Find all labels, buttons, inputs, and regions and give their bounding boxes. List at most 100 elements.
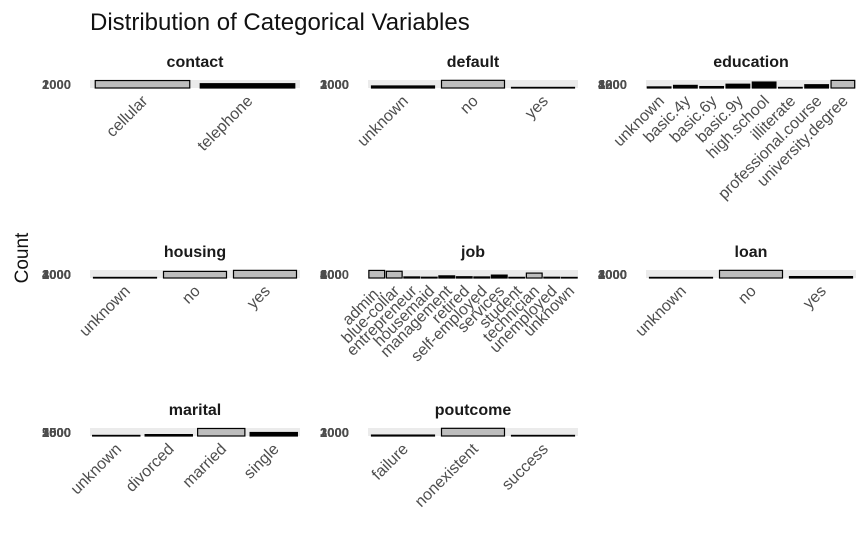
bar-poutcome-success [510,434,576,437]
facet-title-education: education [713,54,789,71]
y-tick-label: 3000 [598,267,627,282]
bar-job-retired [455,276,473,279]
bar-default-no [440,79,506,89]
bar-housing-no [162,270,228,279]
x-tick-label: no [457,93,482,118]
y-tick-label: 1200 [598,77,627,92]
y-tick-label: 1000 [42,267,71,282]
facet-title-contact: contact [167,54,225,71]
y-tick-label: 800 [598,77,620,92]
chart-title: Distribution of Categorical Variables [90,9,470,36]
bar-loan-unknown [648,276,714,279]
bar-job-blue-collar [385,270,403,279]
y-tick-label: 1000 [320,77,349,92]
facet-title-housing: housing [164,244,226,261]
y-tick-label: 1000 [598,267,627,282]
bar-education-professional.course [804,84,830,89]
y-tick-label: 600 [320,267,342,282]
x-tick-label: unknown [68,441,125,498]
x-tick-label: married [180,441,230,491]
bar-education-high.school [751,81,777,89]
bar-default-unknown [370,85,436,89]
x-tick-label: unknown [355,93,412,150]
y-tick-label: 800 [320,267,342,282]
bar-marital-divorced [144,434,193,437]
facet-title-poutcome: poutcome [435,402,512,419]
bar-contact-cellular [94,79,191,89]
y-tick-label: 200 [320,267,342,282]
bar-marital-unknown [92,434,141,437]
bar-education-basic.6y [699,85,725,89]
y-tick-label: 1000 [42,425,71,440]
x-tick-label: nonexistent [412,440,482,510]
x-tick-label: yes [800,283,830,313]
y-tick-label: 3000 [320,77,349,92]
bar-job-services [490,274,508,279]
facet-education: education40080012001600unknownbasic.4yba… [598,54,856,203]
bar-poutcome-nonexistent [440,427,506,437]
y-axis-label: Count [12,232,33,283]
facet-title-job: job [460,244,485,261]
panel-grid [90,428,300,436]
y-tick-label: 2000 [598,267,627,282]
bar-education-university.degree [830,79,856,89]
bar-marital-married [197,427,246,437]
y-tick-label: 2000 [320,425,349,440]
y-tick-label: 1500 [42,425,71,440]
bar-education-basic.9y [725,83,751,89]
bar-job-housemaid [420,276,438,279]
bar-education-unknown [646,86,672,89]
y-tick-label: 2000 [320,77,349,92]
x-tick-label: no [179,283,204,308]
bar-loan-yes [788,275,854,279]
bar-housing-yes [232,269,298,279]
bar-job-unemployed [543,276,561,279]
x-tick-label: success [499,441,552,494]
facet-title-default: default [447,54,500,71]
y-tick-label: 2000 [42,267,71,282]
bar-loan-no [718,269,784,279]
x-tick-label: unknown [633,283,690,340]
y-tick-label: 400 [320,267,342,282]
x-tick-label: unknown [77,283,134,340]
y-tick-label: 4000 [598,267,627,282]
x-tick-label: telephone [195,93,257,155]
y-tick-label: 1000 [320,267,349,282]
x-tick-label: single [241,441,283,483]
facet-marital: marital 5001000150020002500unknowndivorce… [42,402,300,498]
y-tick-label: 1600 [598,77,627,92]
bar-job-admin. [368,269,386,279]
x-tick-label: no [735,283,760,308]
bar-poutcome-failure [370,434,436,437]
facet-job: job2004006008001000admin.blue-collarentr… [320,244,578,365]
y-tick-label: 1000 [320,425,349,440]
y-tick-label: 500 [42,425,64,440]
y-tick-label: 400 [598,77,620,92]
bar-marital-single [249,431,298,437]
x-tick-label: cellular [103,92,151,140]
facet-title-loan: loan [735,244,768,261]
bar-job-entrepreneur [403,276,421,279]
panel-grid [646,80,856,88]
bar-job-unknown [560,276,578,279]
x-tick-label: divorced [123,441,178,496]
bar-housing-unknown [92,276,158,279]
facet-title-marital: marital [169,402,221,419]
bar-job-technician [525,272,543,279]
x-tick-label: yes [522,93,552,123]
y-tick-label: 4000 [42,267,71,282]
bar-contact-telephone [199,83,296,89]
y-tick-label: 2000 [42,77,71,92]
x-tick-label: yes [244,283,274,313]
y-tick-label: 3000 [42,267,71,282]
x-tick-label: failure [369,441,412,484]
y-tick-label: 1000 [42,77,71,92]
